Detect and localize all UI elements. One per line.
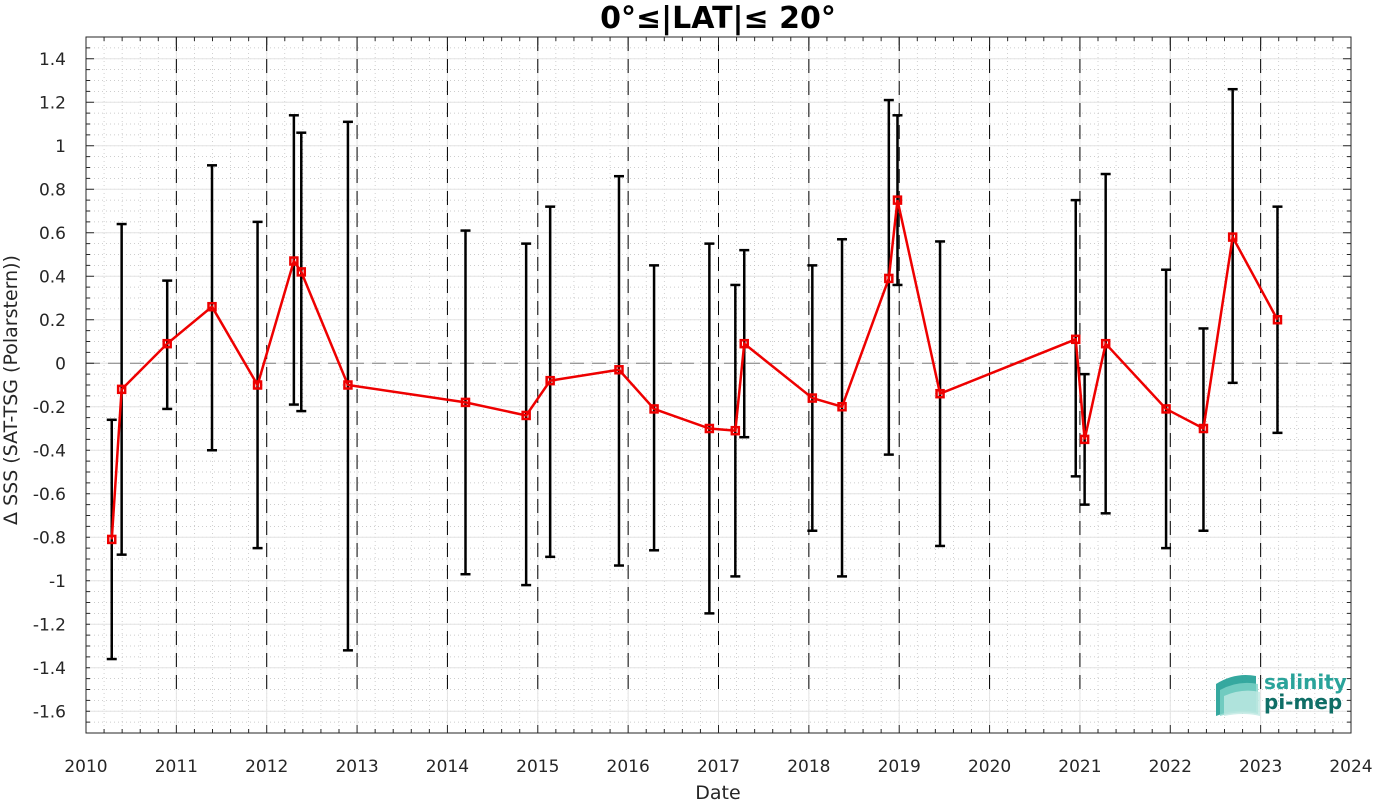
y-tick-label: -0.4 [33, 441, 66, 461]
data-point [935, 388, 945, 399]
logo-line2: pi-mep [1264, 690, 1342, 714]
y-axis-label: Δ SSS (SAT-TSG (Polarstern)) [0, 255, 22, 525]
data-point [704, 423, 715, 434]
series-line [110, 199, 1279, 540]
data-point [1198, 423, 1209, 434]
y-tick-label: 0.4 [39, 267, 66, 287]
y-tick-label: 1.4 [39, 50, 66, 70]
data-point [106, 534, 117, 545]
data-point [460, 397, 471, 408]
data-point [730, 425, 741, 436]
data-point [207, 301, 217, 312]
x-tick-label: 2021 [1058, 757, 1101, 777]
x-tick-label: 2017 [697, 757, 740, 777]
data-point [1272, 315, 1283, 325]
y-tick-label: -1.6 [33, 702, 66, 722]
data-point [837, 402, 847, 412]
data-point [614, 365, 624, 375]
x-tick-label: 2012 [245, 757, 288, 777]
x-tick-labels: 2010 2011 2012 2013 2014 2015 2016 2017 2018 2019… [64, 757, 1372, 777]
data-point [1079, 434, 1090, 445]
y-tick-labels: -1.6 -1.4 -1.2 -1 -0.8 -0.6 -0.4 -0.2 0 0.2 0.4 0.6… [33, 50, 66, 723]
x-tick-label: 2018 [787, 757, 830, 777]
x-tick-label: 2015 [516, 757, 559, 777]
x-axis-label: Date [695, 782, 740, 801]
data-point [1161, 404, 1171, 414]
data-point [162, 338, 172, 349]
data-point [545, 375, 555, 386]
chart-title: 0°≤|LAT|≤ 20° [600, 1, 836, 36]
x-tick-label: 2023 [1239, 757, 1282, 777]
y-tick-label: 0.2 [39, 311, 66, 331]
series-markers [106, 195, 1283, 545]
data-point [1070, 334, 1081, 345]
data-point [252, 380, 263, 390]
data-point [296, 267, 307, 277]
data-point [1100, 338, 1111, 349]
x-tick-label: 2022 [1149, 757, 1192, 777]
x-tick-label: 2019 [878, 757, 921, 777]
major-grid [85, 37, 1352, 733]
x-tick-label: 2011 [155, 757, 198, 777]
y-tick-label: 1 [55, 137, 66, 157]
axis-ticks [85, 36, 1352, 734]
data-point [343, 380, 353, 390]
data-point [649, 404, 659, 414]
x-tick-label: 2020 [968, 757, 1011, 777]
data-point [289, 256, 299, 266]
salinity-pi-mep-logo: salinity pi-mep [1216, 670, 1347, 716]
y-tick-label: -1 [49, 572, 66, 592]
x-tick-label: 2014 [426, 757, 469, 777]
x-tick-label: 2013 [335, 757, 378, 777]
y-tick-label: -1.2 [33, 615, 66, 635]
data-point [739, 338, 749, 349]
logo-line1: salinity [1264, 670, 1347, 694]
y-tick-label: -0.6 [33, 485, 66, 505]
x-tick-label: 2010 [64, 757, 107, 777]
logo-waves-icon [1216, 675, 1260, 716]
x-tick-label: 2024 [1329, 757, 1372, 777]
y-tick-label: -0.2 [33, 398, 66, 418]
y-tick-label: 0 [55, 354, 66, 374]
y-tick-label: -0.8 [33, 528, 66, 548]
data-point [521, 410, 531, 421]
y-tick-label: 0.6 [39, 224, 66, 244]
data-point [1227, 232, 1238, 242]
x-tick-label: 2016 [607, 757, 650, 777]
y-tick-label: 0.8 [39, 180, 66, 200]
y-tick-label: -1.4 [33, 659, 66, 679]
data-point [116, 384, 127, 395]
data-point [892, 195, 903, 205]
y-tick-label: 1.2 [39, 93, 66, 113]
data-point [884, 273, 894, 284]
data-point [807, 393, 818, 403]
